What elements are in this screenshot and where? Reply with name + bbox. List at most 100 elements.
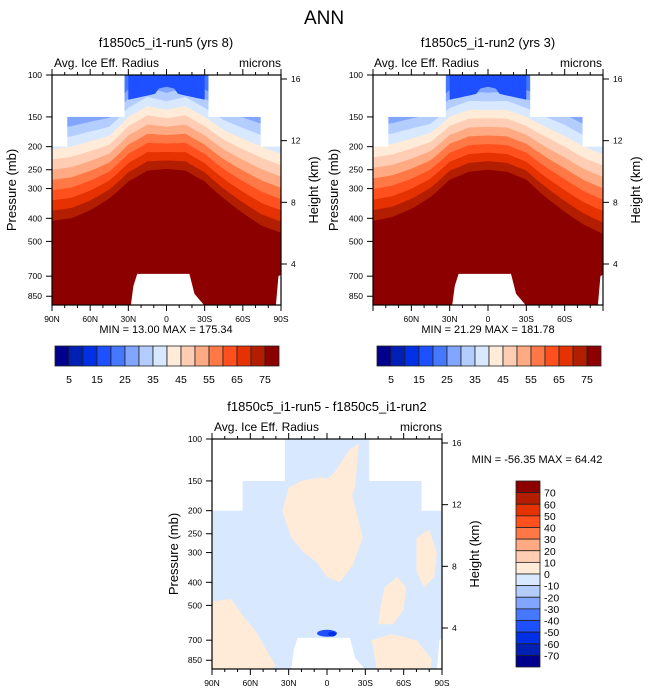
panel-run2: f1850c5_i1-run2 (yrs 3) Avg. Ice Eff. Ra… <box>326 35 643 336</box>
colorbar-label: 55 <box>203 374 215 386</box>
colorbar-box <box>488 345 504 367</box>
colorbar-label: -60 <box>544 639 559 651</box>
colorbar-box <box>194 345 210 367</box>
y-tick-label-right: 16 <box>613 74 623 84</box>
colorbar-label: 35 <box>469 374 481 386</box>
panel-title: f1850c5_i1-run5 - f1850c5_i1-run2 <box>227 399 426 414</box>
colorbar-run5: 5 15 25 35 45 55 65 75 <box>54 345 280 386</box>
y-tick-label: 300 <box>28 184 42 194</box>
colorbar-box <box>515 596 541 610</box>
x-tick-label: 60N <box>404 314 420 324</box>
contour-plot: 90N 60N 30N 0 30S 60S 90S 100 150 200 250 300 400 500… <box>28 69 301 324</box>
x-tick-label: 30N <box>281 678 297 688</box>
missing-data <box>275 274 281 305</box>
colorbar-label: 15 <box>91 374 103 386</box>
y-tick-label: 300 <box>188 548 202 558</box>
contour-band <box>212 599 276 669</box>
x-tick-label: 30S <box>358 678 373 688</box>
y-axis-label-right: Height (km) <box>628 156 643 223</box>
colorbar-box <box>515 643 541 656</box>
y-tick-label: 700 <box>349 271 363 281</box>
y-tick-label: 100 <box>349 70 363 80</box>
colorbar-label: 75 <box>581 374 593 386</box>
colorbar-box <box>502 345 518 367</box>
y-tick-label: 200 <box>188 506 202 516</box>
variable-label: Avg. Ice Eff. Radius <box>214 420 319 434</box>
colorbar-label: 25 <box>441 374 453 386</box>
colorbar-label: -20 <box>544 592 559 604</box>
x-tick-label: 60S <box>557 314 572 324</box>
y-tick-label: 400 <box>28 213 42 223</box>
colorbar-label: 45 <box>497 374 509 386</box>
colorbar-box <box>515 573 541 587</box>
missing-data <box>130 273 215 305</box>
x-tick-label: 0 <box>486 314 491 324</box>
colorbar-box <box>516 345 532 367</box>
colorbar-box <box>376 345 392 367</box>
colorbar-box <box>446 345 462 367</box>
x-tick-label: 30N <box>121 314 137 324</box>
x-tick-label: 60N <box>243 678 259 688</box>
x-tick-label: 0 <box>325 678 330 688</box>
y-tick-label-right: 12 <box>452 500 462 510</box>
min-max-stats: MIN = 13.00 MAX = 175.34 <box>99 324 232 336</box>
variable-label: Avg. Ice Eff. Radius <box>374 56 479 70</box>
units-label: microns <box>400 420 442 434</box>
colorbar-box <box>68 345 84 367</box>
contour-band <box>378 577 407 625</box>
x-tick-label: 90N <box>44 314 60 324</box>
colorbar-box <box>250 345 266 367</box>
x-tick-label: 90S <box>273 314 288 324</box>
colorbar-box <box>474 345 490 367</box>
y-tick-label: 500 <box>188 600 202 610</box>
colorbar-box <box>166 345 182 367</box>
colorbar-label: 35 <box>147 374 159 386</box>
missing-data <box>260 75 281 147</box>
colorbar-box <box>572 345 588 367</box>
colorbar-box <box>515 585 541 598</box>
colorbar-box <box>222 345 238 367</box>
y-tick-label: 250 <box>349 165 363 175</box>
x-tick-label: 0 <box>164 314 169 324</box>
colorbar-box <box>96 345 112 367</box>
missing-data <box>421 439 442 511</box>
contour-band <box>301 444 359 530</box>
colorbar-box <box>515 550 541 563</box>
colorbar-box <box>152 345 168 367</box>
colorbar-label: 60 <box>544 499 556 511</box>
colorbar-box <box>515 503 541 517</box>
y-tick-label-right: 8 <box>452 561 457 571</box>
y-tick-label: 850 <box>28 291 42 301</box>
panel-run5: f1850c5_i1-run5 (yrs 8) Avg. Ice Eff. Ra… <box>4 35 321 336</box>
colorbar-label: 65 <box>231 374 243 386</box>
colorbar-label: 55 <box>525 374 537 386</box>
colorbar-box <box>404 345 420 367</box>
colorbar-box <box>124 345 140 367</box>
y-tick-label: 500 <box>349 236 363 246</box>
colorbar-label: 5 <box>66 374 72 386</box>
min-max-stats: MIN = 21.29 MAX = 181.78 <box>421 324 554 336</box>
units-label: microns <box>560 56 602 70</box>
y-tick-label: 150 <box>188 476 202 486</box>
colorbar-box <box>515 561 541 575</box>
panel-title: f1850c5_i1-run5 (yrs 8) <box>99 35 233 50</box>
y-tick-label: 400 <box>188 577 202 587</box>
y-axis-label: Pressure (mb) <box>4 149 19 231</box>
contour-band <box>449 75 527 100</box>
colorbar-box <box>558 345 574 367</box>
colorbar-box <box>515 480 541 494</box>
x-tick-label: 60N <box>82 314 98 324</box>
units-label: microns <box>239 56 281 70</box>
panel-difference: f1850c5_i1-run5 - f1850c5_i1-run2 Avg. I… <box>166 399 602 688</box>
y-tick-label-right: 16 <box>291 74 301 84</box>
y-axis-label-right: Height (km) <box>306 156 321 223</box>
colorbar-label: -70 <box>544 650 559 662</box>
y-tick-label: 850 <box>188 655 202 665</box>
y-tick-label: 300 <box>349 184 363 194</box>
colorbar-box <box>515 620 541 633</box>
y-tick-label-right: 8 <box>291 197 296 207</box>
colorbar-box <box>110 345 126 367</box>
colorbar-box <box>544 345 560 367</box>
missing-data <box>52 75 68 147</box>
